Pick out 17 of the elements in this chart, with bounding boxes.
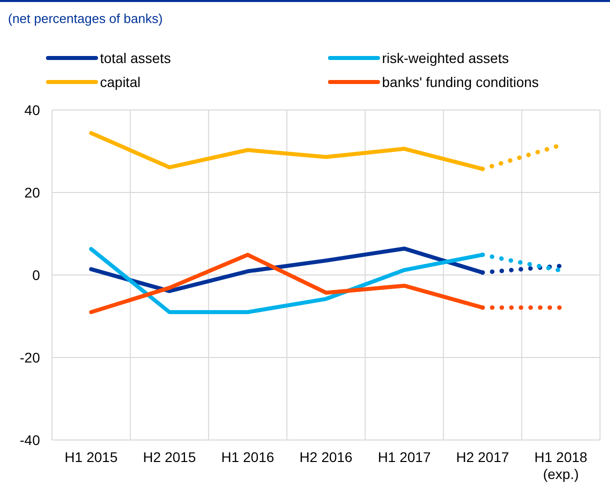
- x-tick-label: H1 2015: [64, 449, 118, 465]
- y-tick-label: 20: [24, 184, 40, 200]
- y-tick-label: -20: [20, 349, 40, 366]
- x-tick-label: H2 2015: [142, 449, 196, 465]
- legend-label: banks' funding conditions: [382, 74, 539, 90]
- chart-title: (net percentages of banks): [8, 11, 163, 26]
- x-tick-label: H1 2016: [221, 449, 274, 465]
- legend-label: risk-weighted assets: [382, 50, 509, 66]
- y-tick-label: 40: [24, 102, 40, 118]
- x-tick-label: H1 2017: [378, 449, 431, 465]
- legend-label: total assets: [100, 50, 171, 66]
- x-tick-label: H1 2018 (exp.): [534, 449, 588, 482]
- x-tick-label: H2 2016: [300, 449, 353, 465]
- y-tick-label: 0: [32, 266, 40, 283]
- x-tick-label: H2 2017: [456, 449, 510, 465]
- legend-label: capital: [100, 74, 140, 90]
- y-tick-label: -40: [20, 432, 40, 448]
